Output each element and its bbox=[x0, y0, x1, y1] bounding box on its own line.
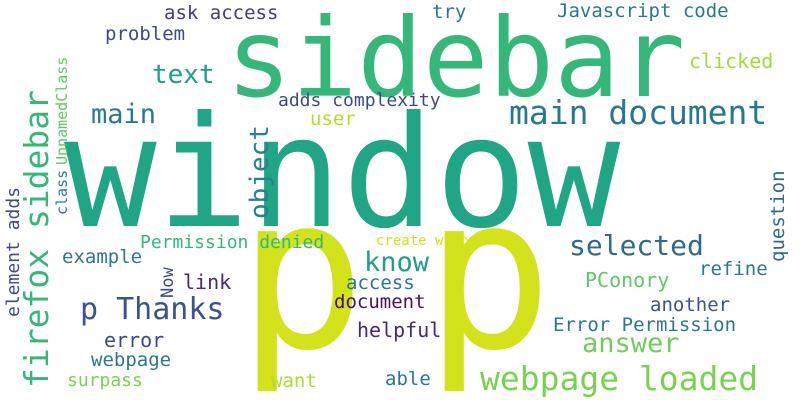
word-main-document: main document bbox=[509, 93, 768, 132]
word-question: question bbox=[767, 170, 789, 262]
word-example: example bbox=[62, 246, 143, 268]
word-webpage: webpage bbox=[91, 349, 172, 371]
word-element-adds: element adds bbox=[3, 186, 24, 317]
word-try: try bbox=[432, 1, 467, 23]
word-text: text bbox=[152, 60, 215, 90]
word-document: document bbox=[334, 291, 426, 313]
word-unnamed-class: UnnamedClass bbox=[53, 56, 71, 165]
word-refine: refine bbox=[699, 258, 768, 280]
word-create-wrapper: create wrapper bbox=[376, 233, 495, 249]
word-javascript-code: Javascript code bbox=[557, 0, 729, 22]
word-firefox-sidebar: firefox sidebar bbox=[17, 89, 56, 388]
word-error-permission: Error Permission bbox=[553, 314, 737, 336]
word-know: know bbox=[364, 247, 430, 278]
word-link: link bbox=[183, 270, 232, 294]
word-adds-complexity: adds complexity bbox=[278, 90, 441, 111]
word-selected: selected bbox=[569, 229, 704, 262]
word-access: access bbox=[346, 272, 415, 294]
word-another: another bbox=[650, 294, 731, 316]
word-user: user bbox=[310, 108, 356, 130]
word-now: Now bbox=[158, 267, 178, 298]
word-main: main bbox=[91, 99, 157, 130]
word-able: able bbox=[385, 368, 431, 390]
word-clicked: clicked bbox=[689, 49, 774, 73]
word-helpful: helpful bbox=[357, 318, 442, 342]
word-surpass: surpass bbox=[67, 370, 143, 391]
word-object: object bbox=[245, 125, 275, 219]
word-sidebar-large: sidebar bbox=[226, 0, 686, 122]
word-error: error bbox=[104, 328, 165, 352]
word-ask-access: ask access bbox=[164, 2, 279, 24]
word-answer: answer bbox=[582, 328, 680, 359]
word-webpage-loaded: webpage loaded bbox=[480, 359, 759, 398]
word-permission-denied: Permission denied bbox=[140, 232, 325, 253]
word-class: class bbox=[53, 169, 71, 215]
word-p-left: p bbox=[238, 150, 366, 397]
word-problem: problem bbox=[105, 23, 186, 45]
word-window: window bbox=[64, 84, 621, 263]
word-want: want bbox=[271, 370, 317, 392]
word-p-right: p bbox=[425, 150, 553, 397]
word-pconory: PConory bbox=[585, 268, 670, 292]
word-p-thanks: p Thanks bbox=[80, 292, 225, 327]
